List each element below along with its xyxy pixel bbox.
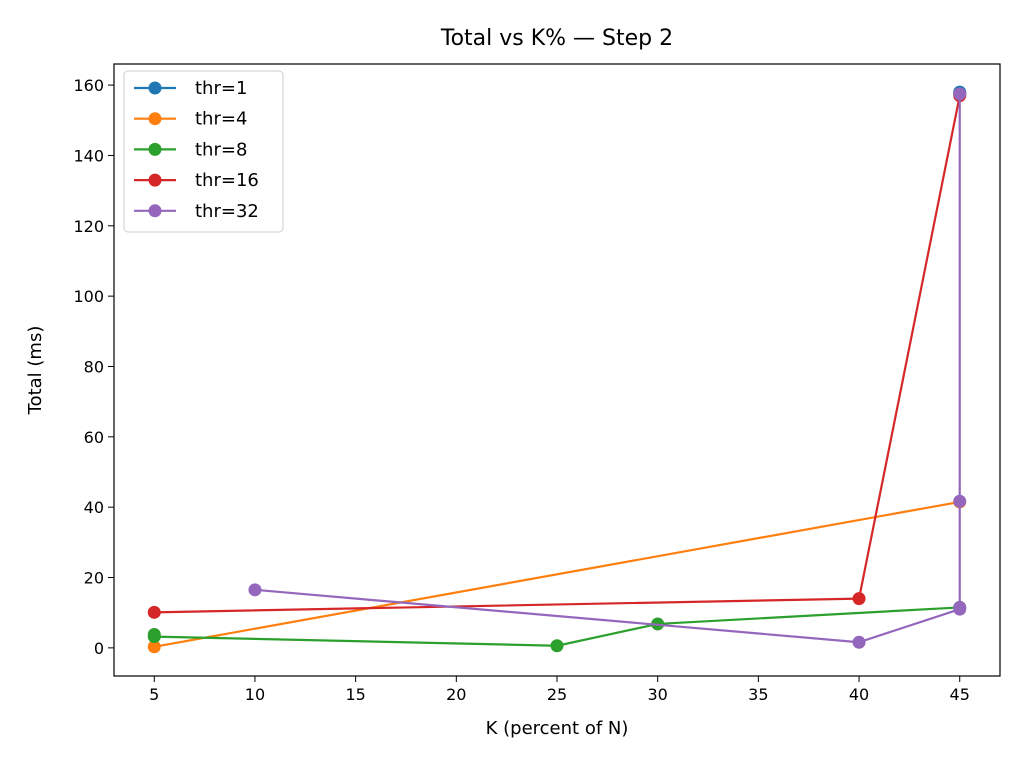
series-line [154, 500, 960, 648]
legend-item: thr=4 [134, 109, 247, 130]
x-tick-label: 15 [345, 685, 365, 704]
plot-content [147, 85, 967, 654]
x-tick-label: 25 [547, 685, 567, 704]
y-tick-label: 60 [84, 428, 104, 447]
legend-swatch-marker [148, 173, 162, 187]
legend-label: thr=8 [195, 139, 247, 160]
y-tick-label: 160 [73, 76, 104, 95]
data-point [147, 640, 161, 654]
data-point [953, 494, 967, 508]
x-tick-label: 5 [149, 685, 159, 704]
x-axis-label: K (percent of N) [486, 718, 629, 739]
legend-swatch-marker [148, 142, 162, 156]
legend-item: thr=16 [134, 170, 259, 191]
data-point [550, 639, 564, 653]
legend-box [123, 70, 284, 233]
x-tick-label: 20 [446, 685, 466, 704]
data-point [852, 635, 866, 649]
legend-label: thr=16 [195, 170, 259, 191]
legend-label: thr=4 [195, 109, 247, 130]
x-tick-label: 30 [648, 685, 668, 704]
legend-item: thr=1 [134, 78, 247, 99]
legend-item: thr=32 [134, 201, 259, 222]
y-tick-label: 120 [73, 217, 104, 236]
chart-title: Total vs K% — Step 2 [440, 26, 673, 51]
data-point [147, 630, 161, 644]
y-axis-ticks: 0 20 40 60 80 100 120 140 160 [73, 76, 114, 658]
data-point [147, 605, 161, 619]
y-tick-label: 40 [84, 498, 104, 517]
x-axis-ticks: 5 10 15 20 25 30 35 40 45 [149, 676, 970, 704]
x-tick-label: 40 [849, 685, 869, 704]
series-thr-32 [248, 87, 967, 649]
series-line [254, 92, 961, 644]
series-thr-8 [147, 600, 967, 653]
y-tick-label: 0 [94, 639, 104, 658]
x-tick-label: 35 [748, 685, 768, 704]
data-point [852, 592, 866, 606]
y-tick-label: 80 [84, 357, 104, 376]
data-point [953, 600, 967, 614]
data-point [953, 87, 967, 101]
legend-swatch-marker [148, 204, 162, 218]
legend-swatch-marker [148, 112, 162, 126]
legend-item: thr=8 [134, 139, 247, 160]
legend-label: thr=1 [195, 78, 247, 99]
x-tick-label: 10 [245, 685, 265, 704]
data-point [248, 583, 262, 597]
legend-swatch-marker [148, 81, 162, 95]
legend: thr=1 thr=4 thr=8 thr=16 thr=32 [123, 70, 284, 233]
legend-label: thr=32 [195, 201, 259, 222]
y-axis-label: Total (ms) [25, 326, 46, 416]
y-tick-label: 140 [73, 146, 104, 165]
x-tick-label: 45 [950, 685, 970, 704]
y-tick-label: 20 [84, 569, 104, 588]
y-tick-label: 100 [73, 287, 104, 306]
